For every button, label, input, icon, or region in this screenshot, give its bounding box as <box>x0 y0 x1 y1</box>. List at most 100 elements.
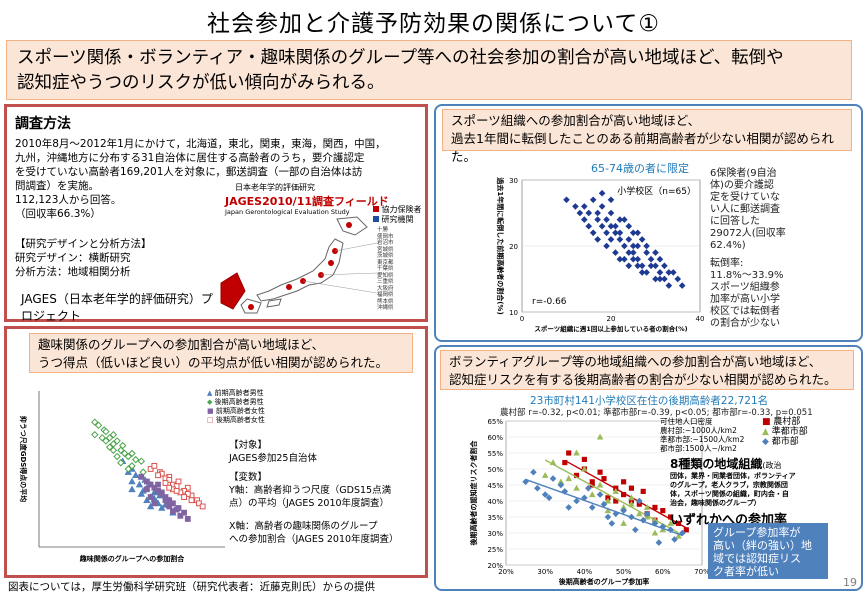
data-point <box>671 536 678 543</box>
summary-box: スポーツ関係・ボランティア・趣味関係のグループ等への社会参加の割合が高い地域ほど… <box>6 40 852 100</box>
chart-annotation: 小学校区（n=65） <box>617 185 696 197</box>
data-point <box>620 519 627 526</box>
orgs-heading: 8種類の地域組織(政治 <box>670 457 782 471</box>
y-axis-label: 過去1年間に転倒した前期高齢者の割合(%) <box>496 176 505 314</box>
x-tick-label: 40 <box>696 315 705 323</box>
jages-text: JAGES（日本老年学的評価研究）プ ロジェクト <box>21 291 213 325</box>
page-number: 19 <box>843 576 857 589</box>
data-point <box>573 449 580 456</box>
map-subtitle: Japan Gerontological Evaluation Study <box>225 208 350 216</box>
data-point <box>549 475 557 482</box>
variable-heading: 【変数】 <box>229 472 268 483</box>
data-point <box>572 203 579 210</box>
data-point <box>589 479 595 485</box>
data-point <box>643 249 650 256</box>
data-point <box>565 504 573 511</box>
data-point <box>585 484 592 492</box>
data-point <box>589 196 597 204</box>
data-point <box>652 249 659 256</box>
data-point <box>124 465 132 473</box>
data-point <box>102 437 110 445</box>
x-tick-label: 20 <box>607 315 616 323</box>
data-point <box>128 449 136 458</box>
data-point <box>184 516 191 522</box>
volunteer-panel: ボランティアグループ等の地域組織への参加割合が高い地域ほど、 認知症リスクを有す… <box>434 345 863 591</box>
legend-coop: 協力保険者 <box>373 205 422 215</box>
data-point <box>667 519 674 526</box>
vol-orgs: 8種類の地域組織(政治 団体，業界・同業者団体，ボランティア のグループ，老人クラ… <box>670 455 856 528</box>
vol-scatter-chart: 20% 25% 30% 35% 40% 45% 50% 55% 60% 65% 20% 30% 40% 5… <box>469 418 708 586</box>
data-point <box>181 509 187 516</box>
data-point <box>573 497 580 505</box>
data-point <box>98 434 106 442</box>
data-point <box>656 269 664 276</box>
data-point <box>137 490 145 497</box>
data-point <box>635 497 643 505</box>
data-point <box>117 446 125 454</box>
data-point <box>581 456 587 462</box>
map-legend: 協力保険者 研究機関 <box>373 205 422 225</box>
data-point <box>629 249 637 256</box>
data-point <box>557 481 565 489</box>
data-point <box>643 510 651 518</box>
design-heading: 【研究デザインと分析方法】 <box>15 238 152 250</box>
data-point <box>607 196 615 204</box>
data-point <box>573 484 580 491</box>
data-point <box>638 269 646 276</box>
method-text: 2010年8月～2012年1月にかけて，北海道，東北，関東，東海，関西，中国， … <box>15 137 420 221</box>
hobby-callout: 趣味関係のグループへの参加割合が高い地域ほど、 うつ得点（低いほど良い）の平均点… <box>29 333 413 373</box>
trendline <box>544 459 679 534</box>
data-point <box>113 437 121 445</box>
x-tick-label: 30% <box>537 568 553 576</box>
data-point <box>162 480 169 486</box>
data-point <box>565 475 572 482</box>
method-line: 九州，沖縄地方に分布する31自治体に居住する高齢者のうち，要介護認定 <box>15 152 365 164</box>
summary-line: 認知症やうつのリスクが低い傾向がみられる。 <box>17 73 385 93</box>
data-point <box>128 462 136 470</box>
data-point <box>604 513 612 521</box>
data-point <box>598 222 606 230</box>
hobby-legend: ▲ 前期高齢者男性 ◆ 後期高齢者男性 ■ 前期高齢者女性 □ 後期高齢者女性 <box>207 389 265 425</box>
data-point <box>643 269 650 276</box>
sport-scatter-chart: 10 20 30 0 20 40 小学校区（n=65） r=-0.66 スポーツ組織に週1回以上… <box>496 176 705 333</box>
data-point <box>173 487 180 494</box>
data-point <box>603 242 610 250</box>
plot-area <box>505 420 703 566</box>
data-point <box>143 478 150 485</box>
data-point <box>94 421 103 430</box>
x-tick-label: 40% <box>577 568 593 576</box>
data-point <box>621 479 627 485</box>
data-point <box>643 503 651 510</box>
orgs-list: 団体，業界・同業者団体，ボランティア のグループ，老人クラブ，宗教関係団 体，スポー… <box>670 472 796 507</box>
data-point <box>612 229 619 237</box>
data-point <box>128 485 136 493</box>
vol-chart-title: 23市町村141小学校区在住の後期高齢者22,721名 <box>530 395 769 407</box>
data-point <box>589 229 597 237</box>
data-point <box>628 485 635 491</box>
data-point <box>199 503 206 510</box>
data-point <box>598 203 606 210</box>
data-point <box>616 255 624 263</box>
method-heading: 調査方法 <box>15 116 71 132</box>
method-line: を受けていない高齢者169,201人を対象に，郵送調査（一部の自治体は訪 <box>15 166 363 178</box>
design-block: 【研究デザインと分析方法】 研究デザイン：横断研究 分析方法：地域相関分析 <box>15 237 152 279</box>
vol-legend: ■ 農村部 ▲ 準都市部 ◆ 都市部 <box>762 417 808 447</box>
data-point <box>534 484 541 492</box>
data-point <box>120 449 129 458</box>
data-point <box>576 209 584 217</box>
method-line: 問調査）を実施。 <box>15 180 99 192</box>
data-point <box>683 527 689 533</box>
y-axis-label: 後期高齢者の認知症リスク者割合 <box>469 440 478 547</box>
data-point <box>651 529 659 536</box>
data-point <box>155 481 161 488</box>
data-point <box>166 477 173 483</box>
trendline <box>564 459 687 529</box>
data-point <box>117 459 125 467</box>
callout-line: 過去1年間に転倒したことのある前期高齢者が少ない相関が認められた。 <box>451 131 834 164</box>
hobby-panel: 趣味関係のグループへの参加割合が高い地域ほど、 うつ得点（低いほど良い）の平均点… <box>4 326 428 578</box>
data-point <box>604 497 612 504</box>
data-point <box>155 472 161 479</box>
data-point <box>616 216 624 223</box>
xvar-line: X軸：高齢者の趣味関係のグループ <box>229 521 378 532</box>
data-point <box>669 269 677 276</box>
